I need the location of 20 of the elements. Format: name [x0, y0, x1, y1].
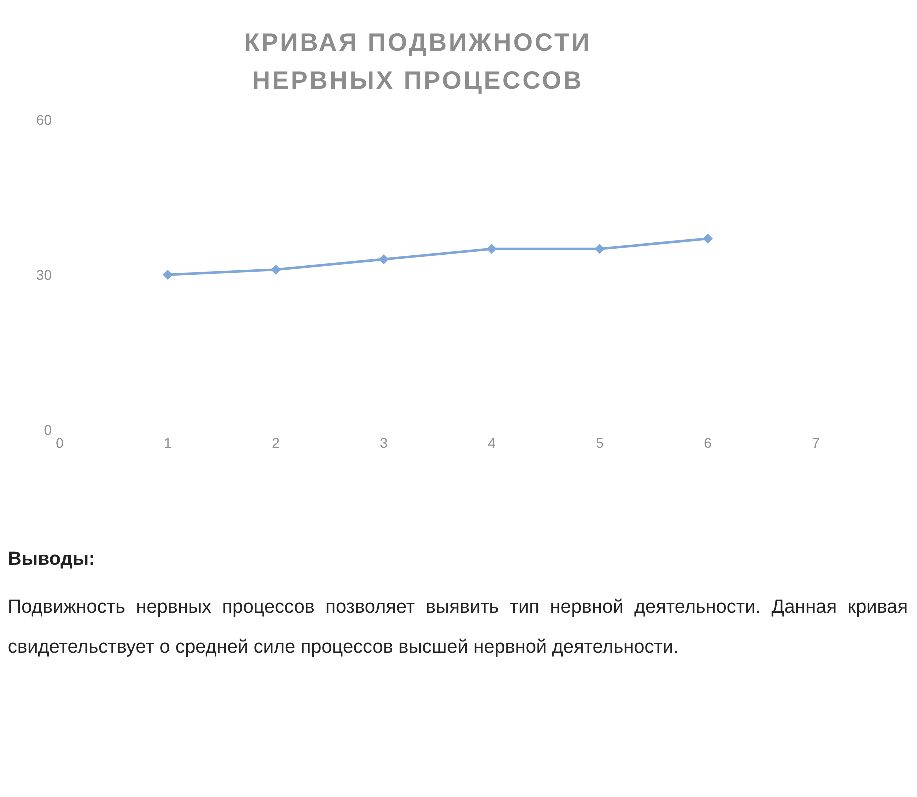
x-tick-label: 4: [488, 434, 496, 451]
point: [163, 270, 173, 280]
point: [487, 244, 497, 254]
text: Выводы:: [8, 548, 96, 572]
y-tick-label: 30: [36, 266, 52, 283]
x-tick-label: 2: [272, 434, 280, 451]
y-tick-label: 60: [36, 112, 52, 128]
x-tick-label: 1: [164, 434, 172, 451]
x-tick-label: 5: [596, 434, 604, 451]
text: Подвижность нервных процессов позволяет выявить тип нервной деятельности. Данная кривая свидетельствует о средней силе процессов высшей нервной деятельности.: [8, 596, 908, 660]
x-tick-label: 6: [704, 434, 712, 451]
point: [379, 254, 389, 264]
x-tick-label: 7: [812, 434, 820, 451]
chart-title: КРИВАЯ ПОДВИЖНОСТИ НЕРВНЫХ ПРОЦЕССОВ: [243, 28, 593, 97]
y-tick-label: 0: [44, 422, 52, 438]
point: [595, 244, 605, 254]
point: [271, 264, 281, 275]
point: [703, 234, 713, 244]
x-tick-label: 0: [56, 434, 64, 451]
x-tick-label: 3: [380, 434, 388, 451]
